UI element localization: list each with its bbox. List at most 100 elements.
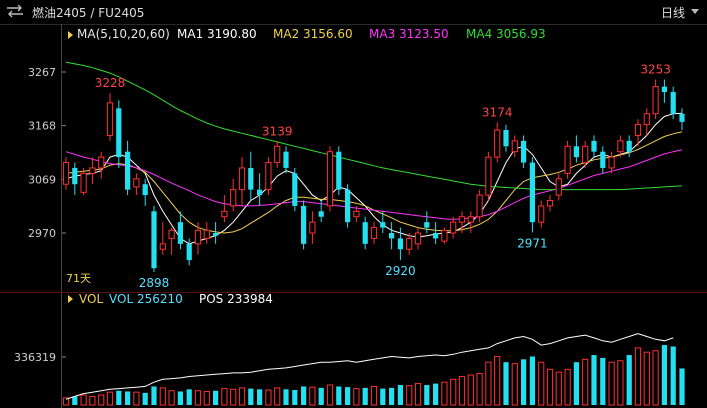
volume-bar (309, 386, 316, 406)
volume-bar (538, 361, 545, 406)
candle-body (318, 211, 324, 217)
candle-body (634, 124, 642, 136)
volume-bar (582, 358, 589, 406)
volume-bar (301, 386, 307, 405)
candle-body (494, 129, 501, 158)
candle (476, 189, 483, 223)
candle-body (125, 151, 131, 190)
candle (538, 200, 545, 228)
volume-bar (186, 389, 192, 405)
vol-value: VOL 256210 (109, 292, 183, 306)
volume-bar (345, 387, 351, 405)
volume-bar (564, 368, 571, 406)
candle-body (257, 189, 263, 196)
volume-bar (336, 386, 342, 405)
candle-body (309, 221, 316, 234)
candle-body (564, 145, 571, 174)
y-tick-label: 3168 (28, 120, 56, 133)
candle-body (458, 216, 466, 223)
candle (600, 146, 606, 174)
candle (397, 227, 403, 261)
candle-body (362, 222, 368, 244)
ma3-value: MA3 3123.50 (369, 27, 449, 41)
volume-bar (248, 388, 254, 405)
volume-bar (257, 389, 263, 405)
high-price-label: 3139 (262, 124, 293, 138)
ma-line-ma2 (65, 131, 683, 234)
y-tick-label: 2970 (28, 227, 56, 240)
pane-separator[interactable] (0, 292, 707, 293)
volume-bar (177, 391, 183, 405)
candle-body (238, 167, 246, 191)
volume-bar (72, 396, 78, 405)
candle-body (546, 199, 554, 207)
ma1-value: MA1 3190.80 (177, 27, 257, 41)
days-count-label: 71天 (66, 272, 91, 285)
candle-body (617, 140, 624, 153)
high-price-label: 3253 (640, 63, 671, 77)
candle-body (370, 227, 378, 239)
candle (521, 135, 527, 168)
chevron-down-icon[interactable] (691, 9, 699, 14)
candle (406, 233, 413, 255)
ma-legend-params: MA(5,10,20,60) (77, 27, 170, 41)
candle-body (608, 156, 615, 169)
volume-bar (600, 357, 606, 405)
candle (617, 135, 624, 158)
candle (467, 211, 474, 233)
low-price-label: 2971 (517, 236, 548, 250)
swap-icon[interactable] (6, 4, 24, 18)
contract-title[interactable]: 燃油2405 / FU2405 (32, 6, 145, 20)
volume-bar (292, 390, 298, 405)
candle-body (89, 167, 96, 174)
collapse-triangle-icon[interactable] (68, 31, 73, 39)
volume-bar (194, 390, 202, 406)
volume-bar (406, 385, 413, 406)
candle (274, 141, 281, 168)
candle-body (168, 229, 175, 239)
candle (511, 135, 518, 158)
volume-bar (265, 389, 272, 406)
candle-body (600, 151, 606, 168)
candle (591, 135, 597, 158)
volume-bar (142, 392, 148, 405)
candle (177, 211, 183, 250)
volume-bar (353, 388, 360, 406)
candle-body (230, 189, 237, 207)
high-price-label: 3174 (482, 105, 513, 119)
period-selector[interactable]: 日线 (660, 6, 685, 20)
candle (186, 238, 192, 266)
candle-body (159, 243, 166, 250)
candle-body (511, 140, 518, 153)
volume-bar (213, 390, 219, 405)
candle (362, 216, 368, 250)
collapse-triangle-icon[interactable] (68, 295, 73, 303)
candle (424, 211, 430, 233)
candle (458, 211, 466, 233)
candle (529, 157, 535, 233)
low-price-label: 2920 (385, 264, 416, 278)
volume-bar (521, 359, 527, 405)
candle-body (116, 108, 122, 158)
volume-bar (125, 391, 131, 405)
candle (389, 222, 395, 250)
volume-bar (626, 355, 632, 405)
candle (283, 146, 289, 174)
candle (309, 211, 316, 244)
candle (89, 157, 96, 185)
volume-bar (80, 394, 87, 406)
candle-body (389, 233, 395, 239)
candle (292, 167, 298, 212)
ma2-value: MA2 3156.60 (273, 27, 353, 41)
candle-body (203, 229, 210, 239)
candle-body (151, 211, 157, 269)
candle-body (301, 205, 307, 244)
candle (159, 222, 166, 255)
candle-body (380, 222, 386, 228)
volume-bar (168, 390, 175, 406)
candle (326, 146, 334, 212)
candle (221, 195, 228, 223)
volume-bar (397, 385, 403, 405)
candle (168, 227, 175, 255)
